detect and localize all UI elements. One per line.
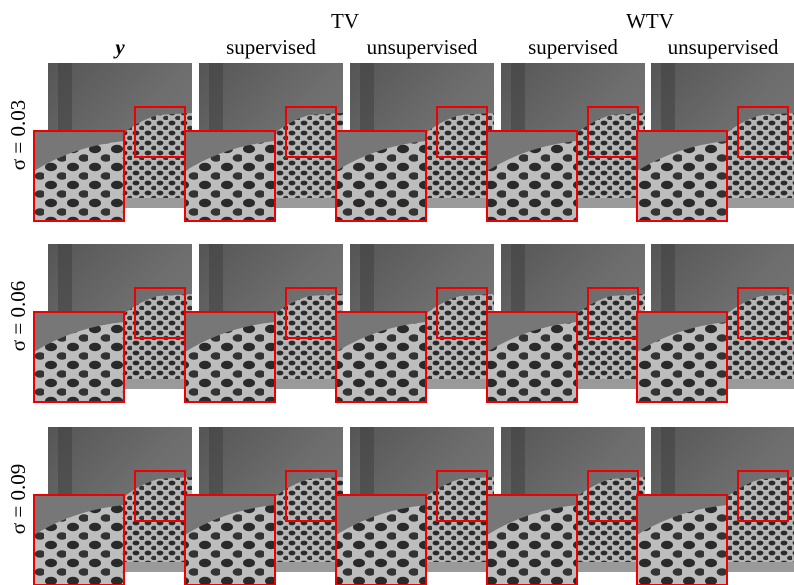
image-streak xyxy=(511,427,525,507)
zoom-box xyxy=(737,470,789,522)
ground xyxy=(711,379,794,389)
inset-frame xyxy=(335,311,427,403)
inset-frame xyxy=(184,311,276,403)
image-cell xyxy=(184,427,343,585)
image-cell xyxy=(486,63,645,222)
group-label: TV xyxy=(331,9,359,33)
image-cell xyxy=(486,244,645,403)
inset-frame xyxy=(33,130,125,222)
inset-leopard xyxy=(637,322,727,402)
image-cell xyxy=(184,63,343,222)
image-streak xyxy=(209,244,223,324)
inset-frame xyxy=(335,130,427,222)
inset-leopard xyxy=(637,505,727,585)
row-label: σ = 0.09 xyxy=(6,464,30,534)
inset-leopard xyxy=(336,322,426,402)
ground xyxy=(108,562,192,572)
inset-frame xyxy=(184,130,276,222)
ground xyxy=(259,198,343,208)
column-label: supervised xyxy=(226,35,316,59)
column-label: y xyxy=(112,35,125,59)
image-streak xyxy=(661,244,675,324)
group-label: WTV xyxy=(626,9,674,33)
column-label: unsupervised xyxy=(367,35,478,59)
inset-leopard xyxy=(34,141,124,221)
ground xyxy=(561,562,645,572)
image-cell xyxy=(636,427,794,585)
ground xyxy=(259,562,343,572)
column-label: unsupervised xyxy=(668,35,779,59)
inset-leopard xyxy=(487,322,577,402)
inset-frame xyxy=(486,494,578,585)
inset-frame xyxy=(636,311,728,403)
ground xyxy=(711,562,794,572)
inset-frame xyxy=(636,130,728,222)
inset-leopard xyxy=(185,505,275,585)
image-grid xyxy=(33,63,794,585)
image-streak xyxy=(209,63,223,143)
inset-frame xyxy=(486,311,578,403)
ground xyxy=(410,198,494,208)
zoom-box xyxy=(737,287,789,339)
ground xyxy=(561,198,645,208)
inset-leopard xyxy=(487,505,577,585)
ground xyxy=(108,379,192,389)
inset-frame xyxy=(636,494,728,585)
inset-frame xyxy=(33,311,125,403)
image-streak xyxy=(58,63,72,143)
inset-frame xyxy=(184,494,276,585)
image-streak xyxy=(360,63,374,143)
row-label: σ = 0.06 xyxy=(6,281,30,351)
column-label: supervised xyxy=(528,35,618,59)
inset-leopard xyxy=(637,141,727,221)
image-streak xyxy=(511,244,525,324)
inset-leopard xyxy=(34,322,124,402)
image-cell xyxy=(33,63,192,222)
ground xyxy=(561,379,645,389)
image-streak xyxy=(661,427,675,507)
image-cell xyxy=(636,244,794,403)
inset-frame xyxy=(335,494,427,585)
image-streak xyxy=(58,427,72,507)
image-cell xyxy=(486,427,645,585)
image-cell xyxy=(335,244,494,403)
ground xyxy=(711,198,794,208)
image-cell xyxy=(636,63,794,222)
inset-leopard xyxy=(185,322,275,402)
image-streak xyxy=(511,63,525,143)
image-streak xyxy=(661,63,675,143)
inset-frame xyxy=(33,494,125,585)
image-streak xyxy=(360,244,374,324)
image-streak xyxy=(209,427,223,507)
row-label: σ = 0.03 xyxy=(6,100,30,170)
image-cell xyxy=(335,63,494,222)
image-streak xyxy=(58,244,72,324)
ground xyxy=(410,562,494,572)
image-cell xyxy=(184,244,343,403)
image-cell xyxy=(33,244,192,403)
inset-frame xyxy=(486,130,578,222)
image-streak xyxy=(360,427,374,507)
inset-leopard xyxy=(185,141,275,221)
inset-leopard xyxy=(34,505,124,585)
zoom-box xyxy=(737,106,789,158)
ground xyxy=(108,198,192,208)
ground xyxy=(259,379,343,389)
inset-leopard xyxy=(336,505,426,585)
inset-leopard xyxy=(487,141,577,221)
image-cell xyxy=(335,427,494,585)
image-cell xyxy=(33,427,192,585)
inset-leopard xyxy=(336,141,426,221)
ground xyxy=(410,379,494,389)
